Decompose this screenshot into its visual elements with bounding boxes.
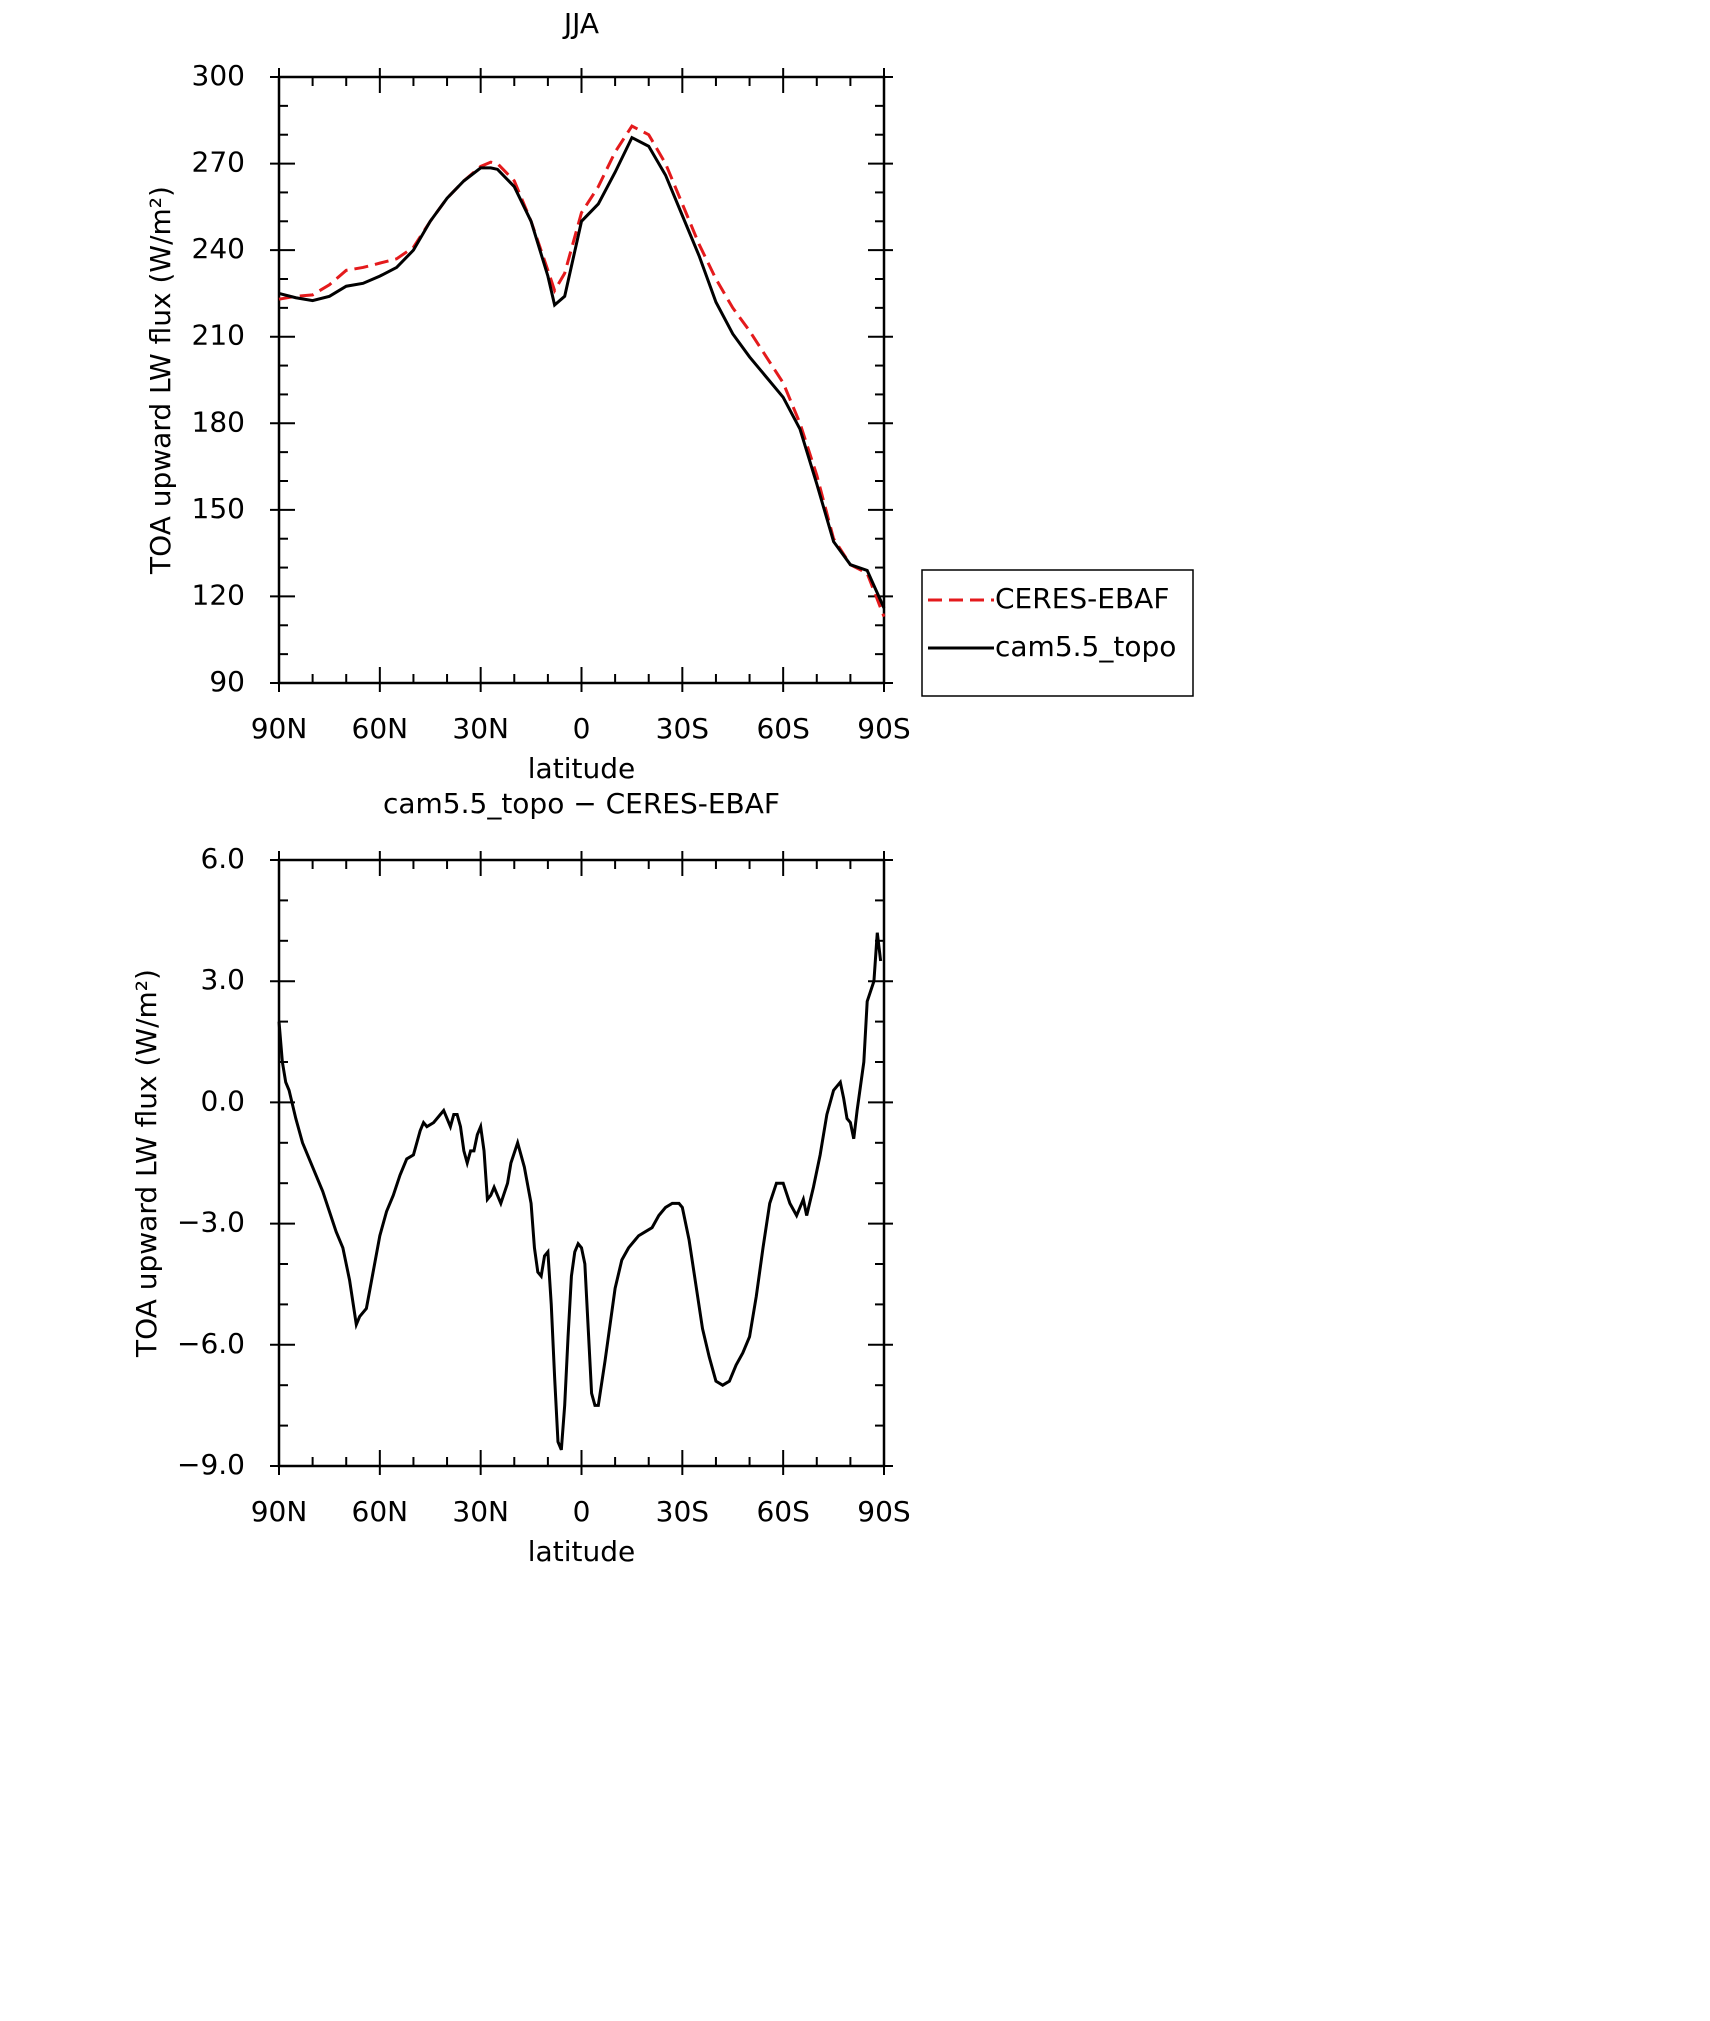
x-tick-label: 60N	[352, 1495, 409, 1528]
x-tick-label: 90N	[251, 1495, 308, 1528]
x-tick-label: 30S	[656, 1495, 709, 1528]
y-tick-label: 270	[192, 146, 245, 179]
y-tick-label: −6.0	[177, 1327, 245, 1360]
plot-frame	[277, 75, 886, 685]
x-tick-label: 0	[573, 712, 591, 745]
y-tick-label: 120	[192, 578, 245, 611]
y-axis-label: TOA upward LW flux (W/m²)	[144, 186, 177, 575]
chart-title: JJA	[562, 7, 599, 40]
y-tick-label: 180	[192, 405, 245, 438]
y-tick-label: 150	[192, 492, 245, 525]
y-tick-label: 90	[209, 665, 245, 698]
x-tick-label: 90S	[857, 712, 910, 745]
x-tick-label: 60S	[756, 712, 809, 745]
x-tick-label: 60S	[756, 1495, 809, 1528]
x-tick-label: 90S	[857, 1495, 910, 1528]
y-tick-label: −9.0	[177, 1448, 245, 1481]
data-line	[277, 932, 883, 1451]
x-axis-label: latitude	[528, 1535, 635, 1568]
y-axis-label: TOA upward LW flux (W/m²)	[130, 969, 163, 1358]
legend-box	[921, 569, 1194, 697]
y-tick-label: −3.0	[177, 1206, 245, 1239]
y-tick-label: 6.0	[200, 842, 245, 875]
x-tick-label: 30S	[656, 712, 709, 745]
x-tick-label: 0	[573, 1495, 591, 1528]
chart-title: cam5.5_topo − CERES-EBAF	[383, 787, 780, 820]
y-tick-label: 0.0	[200, 1084, 245, 1117]
x-tick-label: 30N	[452, 712, 509, 745]
x-tick-label: 30N	[452, 1495, 509, 1528]
y-tick-label: 300	[192, 59, 245, 92]
data-line	[278, 135, 886, 609]
x-axis-label: latitude	[528, 752, 635, 785]
data-line	[278, 124, 886, 618]
x-tick-label: 90N	[251, 712, 308, 745]
legend-label: cam5.5_topo	[995, 630, 1176, 663]
plot-frame	[277, 858, 886, 1468]
y-tick-label: 240	[192, 232, 245, 265]
x-tick-label: 60N	[352, 712, 409, 745]
y-tick-label: 210	[192, 319, 245, 352]
legend-label: CERES-EBAF	[995, 582, 1169, 615]
y-tick-label: 3.0	[200, 963, 245, 996]
